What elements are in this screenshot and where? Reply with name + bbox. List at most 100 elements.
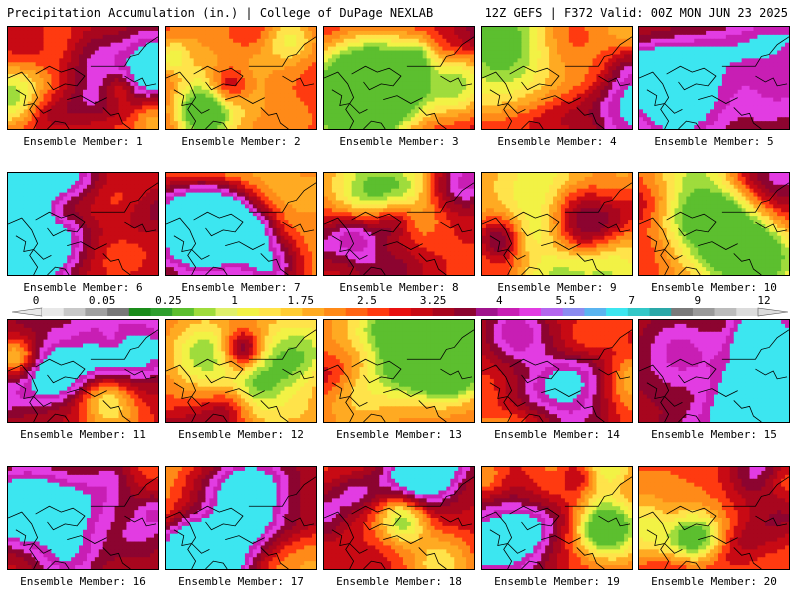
colorbar-swatch — [215, 308, 238, 316]
precipitation-field — [166, 27, 316, 129]
ensemble-map-panel — [165, 26, 317, 130]
coastline-outline — [324, 182, 474, 275]
chart-title-left: Precipitation Accumulation (in.) | Colle… — [7, 6, 433, 20]
colorbar-swatch — [736, 308, 759, 316]
colorbar-swatch — [541, 308, 564, 316]
ensemble-member-label: Ensemble Member: 7 — [162, 281, 320, 294]
colorbar-swatch — [671, 308, 694, 316]
colorbar-swatch — [627, 308, 650, 316]
ensemble-map-panel — [165, 172, 317, 276]
precipitation-field — [324, 320, 474, 422]
precipitation-field — [639, 27, 789, 129]
ensemble-member-label: Ensemble Member: 9 — [478, 281, 636, 294]
ensemble-member-label: Ensemble Member: 13 — [320, 428, 478, 441]
colorbar-tick-label: 7 — [628, 294, 635, 307]
ensemble-member-label: Ensemble Member: 14 — [478, 428, 636, 441]
ensemble-member-label: Ensemble Member: 12 — [162, 428, 320, 441]
coastline-outline — [8, 329, 158, 422]
ensemble-map-panel — [165, 319, 317, 423]
precipitation-field — [639, 467, 789, 569]
precipitation-field — [8, 467, 158, 569]
precipitation-field — [324, 467, 474, 569]
colorbar-tick-label: 0 — [33, 294, 40, 307]
coastline-outline — [639, 182, 789, 275]
ensemble-member-label: Ensemble Member: 8 — [320, 281, 478, 294]
colorbar-max-arrow — [757, 307, 788, 317]
ensemble-map-panel — [638, 466, 790, 570]
colorbar-swatch — [692, 308, 715, 316]
coastline-outline — [166, 182, 316, 275]
ensemble-member-label: Ensemble Member: 16 — [4, 575, 162, 588]
precipitation-field — [8, 173, 158, 275]
ensemble-map-panel — [7, 466, 159, 570]
ensemble-member-label: Ensemble Member: 15 — [635, 428, 793, 441]
coastline-outline — [8, 36, 158, 129]
chart-title-right: 12Z GEFS | F372 Valid: 00Z MON JUN 23 20… — [485, 6, 788, 20]
coastline-outline — [166, 36, 316, 129]
colorbar-swatch — [497, 308, 520, 316]
colorbar-swatch — [237, 308, 260, 316]
colorbar-tick-label: 12 — [757, 294, 770, 307]
ensemble-map-panel — [7, 172, 159, 276]
colorbar-tick-labels: 0 0.05 0.25 1 1.75 2.5 3.25 4 5.5 7 9 12 — [33, 294, 771, 307]
ensemble-member-label: Ensemble Member: 20 — [635, 575, 793, 588]
colorbar-tick-label: 1 — [231, 294, 238, 307]
ensemble-map-panel — [638, 172, 790, 276]
coastline-outline — [482, 476, 632, 569]
colorbar-swatch — [519, 308, 542, 316]
colorbar-swatch — [128, 308, 151, 316]
precipitation-field — [482, 173, 632, 275]
colorbar-swatch — [389, 308, 412, 316]
precipitation-field — [324, 27, 474, 129]
ensemble-map-panel — [481, 319, 633, 423]
ensemble-member-label: Ensemble Member: 5 — [635, 135, 793, 148]
precipitation-field — [639, 320, 789, 422]
ensemble-member-label: Ensemble Member: 3 — [320, 135, 478, 148]
ensemble-member-label: Ensemble Member: 19 — [478, 575, 636, 588]
colorbar-swatches — [12, 307, 788, 317]
ensemble-map-panel — [7, 319, 159, 423]
ensemble-map-panel — [481, 172, 633, 276]
ensemble-map-panel — [481, 26, 633, 130]
coastline-outline — [324, 36, 474, 129]
ensemble-map-panel — [323, 26, 475, 130]
colorbar-tick-label: 9 — [695, 294, 702, 307]
colorbar-swatch — [107, 308, 130, 316]
colorbar-tick-label: 5.5 — [556, 294, 576, 307]
precipitation-field — [166, 173, 316, 275]
colorbar-swatch — [432, 308, 455, 316]
colorbar-tick-label: 3.25 — [420, 294, 447, 307]
colorbar-swatch — [302, 308, 325, 316]
colorbar-swatch — [345, 308, 368, 316]
colorbar-min-arrow — [12, 307, 43, 317]
colorbar-swatch — [367, 308, 390, 316]
precipitation-field — [8, 320, 158, 422]
colorbar-swatch — [410, 308, 433, 316]
colorbar-swatch — [150, 308, 173, 316]
coastline-outline — [482, 36, 632, 129]
coastline-outline — [482, 329, 632, 422]
ensemble-map-panel — [323, 466, 475, 570]
ensemble-map-panel — [323, 319, 475, 423]
coastline-outline — [8, 476, 158, 569]
precipitation-field — [482, 27, 632, 129]
precipitation-field — [482, 467, 632, 569]
colorbar-tick-label: 1.75 — [287, 294, 314, 307]
ensemble-map-panel — [7, 26, 159, 130]
colorbar-swatch — [584, 308, 607, 316]
precipitation-field — [166, 467, 316, 569]
colorbar-tick-label: 2.5 — [357, 294, 377, 307]
colorbar-swatch — [172, 308, 195, 316]
ensemble-member-label: Ensemble Member: 2 — [162, 135, 320, 148]
ensemble-map-panel — [638, 26, 790, 130]
coastline-outline — [166, 476, 316, 569]
colorbar-swatch — [63, 308, 86, 316]
colorbar-swatch — [454, 308, 477, 316]
ensemble-map-panel — [323, 172, 475, 276]
colorbar-tick-label: 0.05 — [89, 294, 116, 307]
ensemble-map-panel — [481, 466, 633, 570]
colorbar-swatch — [258, 308, 281, 316]
colorbar-tick-label: 0.25 — [155, 294, 182, 307]
colorbar-swatch — [85, 308, 108, 316]
ensemble-member-label: Ensemble Member: 10 — [635, 281, 793, 294]
